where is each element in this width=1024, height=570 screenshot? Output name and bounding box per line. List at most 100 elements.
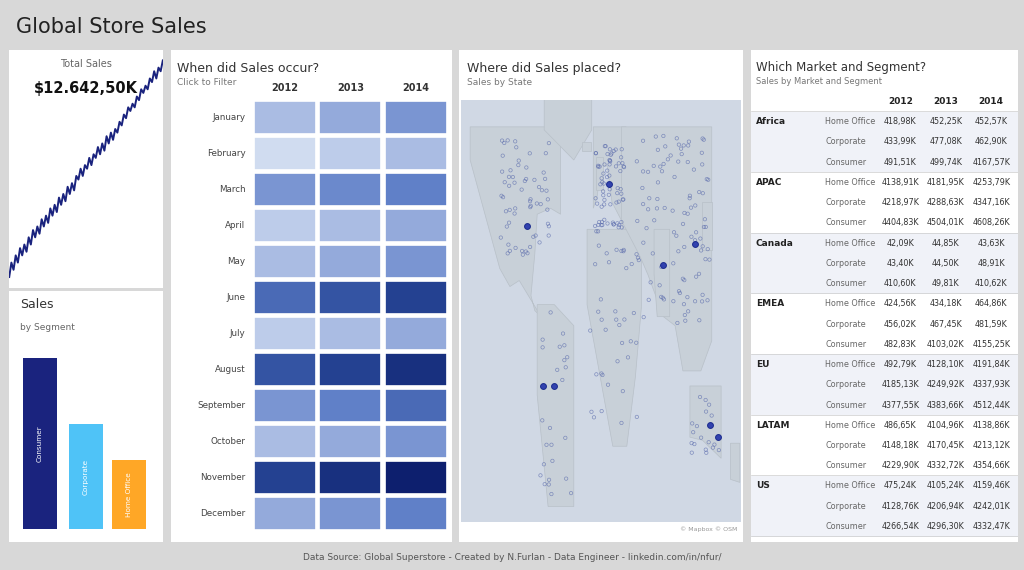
Point (681, 194, 697, 203)
Bar (254, 137, 315, 170)
Point (541, 480, 557, 489)
Point (559, 353, 575, 362)
Bar (385, 461, 446, 494)
Point (649, 204, 666, 213)
Point (494, 167, 510, 176)
Text: Consumer: Consumer (825, 461, 866, 470)
Text: 482,83K: 482,83K (884, 340, 916, 349)
Point (500, 249, 516, 258)
Point (494, 191, 510, 200)
Polygon shape (702, 202, 712, 250)
Point (613, 145, 630, 154)
Point (676, 209, 692, 218)
Polygon shape (596, 157, 603, 190)
Text: 410,62K: 410,62K (975, 279, 1008, 288)
Text: July: July (229, 329, 246, 338)
Text: Home Office: Home Office (126, 472, 132, 517)
Polygon shape (593, 127, 626, 233)
Point (554, 376, 570, 385)
Point (531, 238, 548, 247)
Point (522, 242, 539, 251)
Bar (254, 425, 315, 458)
Bar (254, 245, 315, 278)
Point (697, 445, 714, 454)
Point (628, 338, 644, 347)
Point (677, 316, 693, 325)
Text: 4377,55K: 4377,55K (882, 401, 920, 409)
Bar (751, 233, 1018, 253)
Point (507, 204, 523, 213)
Point (522, 201, 539, 210)
Point (644, 249, 660, 258)
Bar (385, 389, 446, 422)
Point (507, 209, 523, 218)
Point (596, 196, 612, 205)
Point (495, 193, 511, 202)
Bar (319, 101, 381, 134)
Text: 424,56K: 424,56K (884, 299, 916, 308)
Point (544, 457, 560, 466)
Point (525, 232, 542, 241)
Point (635, 238, 651, 247)
Point (666, 259, 682, 268)
Point (686, 439, 702, 449)
Point (693, 433, 710, 442)
Polygon shape (730, 443, 739, 482)
Point (630, 253, 646, 262)
Point (701, 255, 718, 264)
Point (599, 149, 615, 158)
Point (593, 369, 609, 378)
Text: 43,63K: 43,63K (977, 239, 1005, 247)
Point (611, 221, 628, 230)
Point (592, 180, 608, 189)
Point (636, 312, 652, 321)
Point (594, 174, 610, 183)
Point (613, 223, 630, 232)
Bar (319, 137, 381, 170)
Text: 2013: 2013 (337, 83, 365, 93)
Bar (319, 173, 381, 206)
Bar (319, 497, 381, 530)
Point (693, 148, 710, 157)
Point (500, 136, 516, 145)
Point (655, 132, 672, 141)
Text: US: US (756, 482, 770, 491)
Text: 452,57K: 452,57K (975, 117, 1008, 126)
Point (687, 201, 703, 210)
Bar (254, 101, 315, 134)
Point (601, 258, 617, 267)
Text: 4347,16K: 4347,16K (973, 198, 1010, 207)
Point (614, 158, 631, 168)
Polygon shape (690, 386, 721, 458)
Point (680, 307, 696, 316)
Text: Africa: Africa (756, 117, 786, 126)
Polygon shape (544, 91, 592, 160)
Text: Corporate: Corporate (825, 137, 866, 146)
Text: 4213,12K: 4213,12K (972, 441, 1010, 450)
Point (586, 413, 602, 422)
Point (638, 223, 654, 233)
Point (495, 151, 511, 160)
Point (670, 319, 686, 328)
Point (601, 171, 617, 180)
Point (537, 174, 553, 184)
Point (670, 157, 686, 166)
Point (598, 249, 614, 258)
Point (649, 145, 666, 154)
Point (610, 159, 627, 168)
Point (601, 185, 617, 194)
Text: Which Market and Segment?: Which Market and Segment? (756, 61, 926, 74)
Text: 4206,94K: 4206,94K (927, 502, 965, 511)
Bar (254, 353, 315, 386)
Text: Corporate: Corporate (825, 320, 866, 328)
Point (697, 396, 714, 405)
Point (590, 221, 606, 230)
Point (596, 160, 612, 169)
Text: Data Source: Global Superstore - Created by N.Furlan - Data Engineer - linkedin.: Data Source: Global Superstore - Created… (303, 553, 721, 562)
Point (609, 189, 626, 198)
Bar (319, 281, 381, 314)
Bar (385, 353, 446, 386)
Point (705, 443, 721, 452)
Bar (751, 516, 1018, 536)
Text: 4138,91K: 4138,91K (882, 178, 920, 187)
